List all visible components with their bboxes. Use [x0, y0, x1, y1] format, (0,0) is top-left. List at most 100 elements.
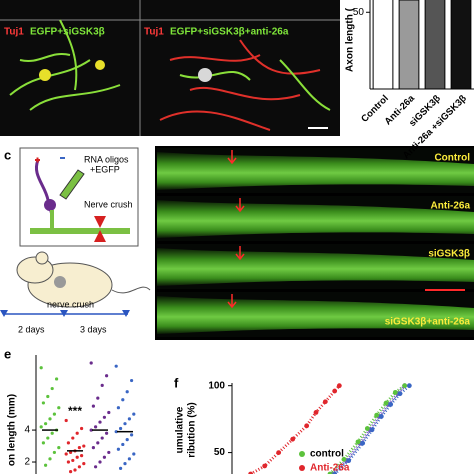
syringe	[59, 169, 85, 200]
mouse-spot	[54, 276, 66, 288]
stain-label: Tuj1	[4, 27, 24, 38]
point	[123, 422, 127, 426]
point	[77, 465, 81, 469]
point	[98, 420, 102, 424]
stain-label: EGFP+siGSK3β+anti-26a	[170, 27, 289, 38]
point	[116, 406, 120, 410]
point	[66, 441, 70, 445]
point	[392, 389, 398, 395]
point	[89, 428, 93, 432]
bars	[372, 0, 472, 89]
point	[57, 406, 61, 410]
point	[322, 399, 328, 405]
significance: ***	[68, 404, 82, 418]
stain-label: EGFP+siGSK3β	[30, 27, 105, 38]
point	[127, 457, 131, 461]
point	[41, 401, 46, 405]
point	[262, 463, 268, 469]
y-tick-label: 4	[24, 425, 30, 436]
neurite	[179, 59, 331, 111]
point	[132, 452, 136, 456]
soma	[95, 60, 105, 70]
note: nerve crush	[47, 299, 94, 309]
curve	[333, 384, 411, 474]
point	[107, 450, 111, 455]
note: Nerve crush	[84, 199, 133, 209]
point	[96, 396, 100, 400]
point	[50, 386, 54, 391]
y-axis-label: ribution (%)	[187, 402, 198, 458]
nerve	[30, 228, 130, 234]
point	[46, 436, 50, 440]
y-axis-label: umulative	[175, 406, 186, 453]
point	[119, 466, 123, 471]
schematic: c RNA oligos +EGFP Nerve crush nerve cru…	[0, 147, 151, 334]
soma	[198, 68, 212, 82]
point	[105, 374, 109, 378]
point	[127, 417, 131, 421]
point	[52, 412, 57, 416]
point	[39, 425, 43, 429]
crush-arrow	[227, 150, 237, 165]
curve	[249, 384, 341, 474]
bar	[450, 0, 472, 89]
point	[75, 431, 79, 435]
mouse-ear	[35, 251, 49, 265]
curve	[328, 384, 406, 474]
point	[57, 446, 61, 450]
point	[114, 430, 118, 434]
nerve	[157, 248, 474, 286]
mouse-tail	[111, 286, 151, 294]
soma	[39, 69, 51, 81]
point	[71, 458, 75, 463]
point	[44, 422, 48, 426]
y-axis-label: on length (mm)	[7, 394, 18, 466]
time-point	[0, 310, 130, 317]
image-bg	[0, 0, 340, 136]
legend-marker	[299, 465, 305, 471]
point	[64, 452, 68, 456]
point	[75, 455, 79, 459]
crush-mark	[94, 216, 106, 242]
neurite	[159, 39, 321, 131]
point	[123, 462, 127, 466]
panel-letter: e	[4, 346, 11, 361]
panel-letter: c	[4, 147, 11, 162]
note: RNA oligos	[84, 154, 129, 164]
point	[107, 410, 111, 415]
point	[82, 462, 86, 466]
nerve	[157, 200, 474, 238]
legend-label: Anti-26a	[310, 463, 350, 474]
point	[52, 450, 57, 455]
point	[50, 431, 54, 435]
note: 2 days	[18, 324, 45, 334]
point	[369, 427, 375, 433]
point	[82, 444, 86, 448]
point	[125, 390, 129, 394]
y-tick-label: 2	[24, 457, 30, 468]
point	[64, 418, 68, 423]
point	[114, 364, 118, 368]
point	[91, 404, 95, 408]
point	[91, 446, 95, 450]
point	[94, 425, 98, 429]
stain-label: Tuj1	[144, 27, 164, 38]
point	[116, 447, 120, 451]
point	[41, 441, 46, 445]
point	[121, 442, 125, 447]
nerve	[157, 152, 474, 190]
point	[69, 470, 73, 474]
y-tick-label: 100	[208, 380, 225, 391]
point	[130, 378, 134, 383]
curve	[331, 384, 406, 474]
point	[360, 440, 366, 446]
point	[66, 460, 70, 464]
point	[125, 438, 129, 442]
point	[100, 436, 104, 440]
panel-letter: f	[174, 375, 179, 390]
nerve	[157, 296, 474, 334]
condition-label: siGSK3β+anti-26a	[385, 317, 471, 328]
note: +EGFP	[90, 164, 120, 174]
